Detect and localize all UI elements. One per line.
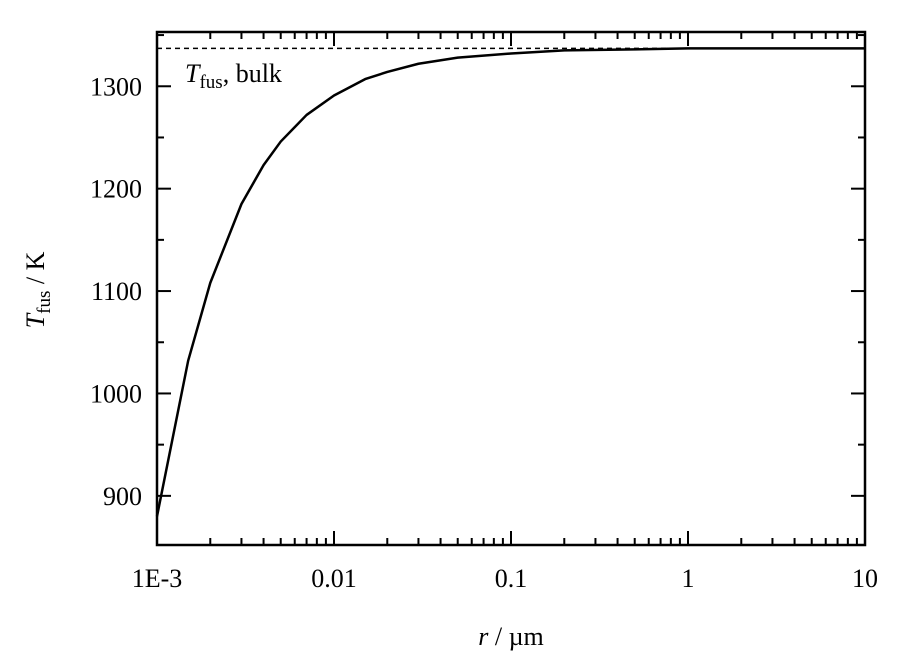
data-line [155, 47, 865, 517]
x-label-italic: r [478, 622, 489, 651]
y-axis-label: Tfus / K [21, 251, 55, 328]
annotation-italic: T [185, 59, 201, 88]
annotation-sub: fus [199, 72, 222, 93]
x-label-rest: / µm [488, 622, 543, 651]
x-tick-label: 0.01 [311, 564, 357, 593]
y-tick-label: 1300 [90, 72, 142, 101]
x-tick-label: 10 [852, 564, 878, 593]
y-tick-label: 900 [103, 482, 142, 511]
plot-frame [155, 30, 867, 547]
y-tick-label: 1200 [90, 175, 142, 204]
y-label-sub: fus [34, 291, 55, 314]
y-tick-label: 1100 [91, 277, 142, 306]
x-axis-label: r / µm [478, 622, 544, 651]
y-label-italic: T [21, 312, 50, 328]
annotation: Tfus, bulk [185, 59, 282, 93]
x-tick-label: 1 [682, 564, 695, 593]
annotation-rest: , bulk [223, 59, 282, 88]
y-tick-label: 1000 [90, 379, 142, 408]
x-tick-label: 1E-3 [132, 564, 183, 593]
x-tick-label: 0.1 [495, 564, 528, 593]
y-label-rest: / K [21, 251, 50, 290]
